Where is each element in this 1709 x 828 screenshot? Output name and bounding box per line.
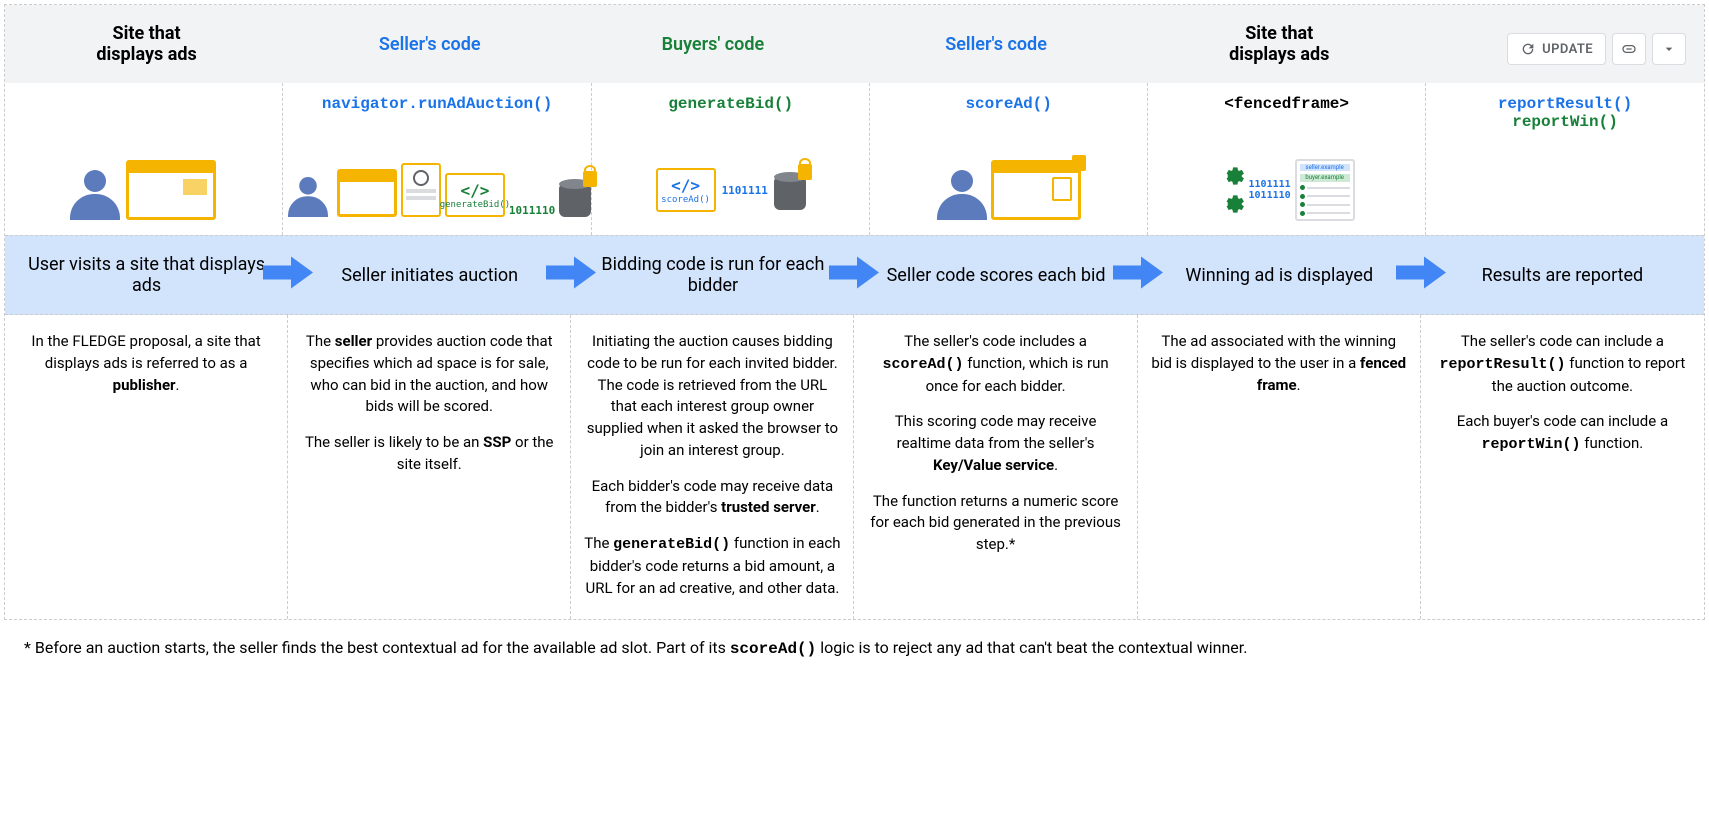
description-cell: The seller's code can include a reportRe… [1421, 315, 1704, 619]
header-row: Site that displays adsSeller's codeBuyer… [5, 5, 1704, 83]
flow-step: Results are reported [1421, 236, 1704, 314]
arrow-icon [829, 255, 879, 296]
description-cell: Initiating the auction causes bidding co… [571, 315, 854, 619]
code-icon-cell: scoreAd() [870, 83, 1148, 235]
chevron-down-icon [1661, 41, 1677, 57]
description-cell: The seller's code includes a scoreAd() f… [854, 315, 1137, 619]
link-button[interactable] [1612, 33, 1646, 65]
arrow-icon [263, 255, 313, 296]
column-header: Site that displays ads [1138, 5, 1421, 83]
flow-step: Bidding code is run for each bidder [571, 236, 854, 314]
arrow-icon [1113, 255, 1163, 296]
code-label: generateBid() [592, 83, 869, 145]
code-icon-row: navigator.runAdAuction() </>generateBid(… [5, 83, 1704, 235]
code-icon-cell: <fencedframe> 11011111011110 seller.exam… [1148, 83, 1426, 235]
illustration [870, 145, 1147, 235]
link-icon [1621, 41, 1637, 57]
top-controls: UPDATE [1507, 33, 1686, 65]
description-cell: The seller provides auction code that sp… [288, 315, 571, 619]
column-header: Buyers' code [571, 5, 854, 83]
code-icon-cell: navigator.runAdAuction() </>generateBid(… [283, 83, 592, 235]
illustration: </>scoreAd() 1101111 [592, 145, 869, 235]
code-label: scoreAd() [870, 83, 1147, 145]
code-label [5, 83, 282, 145]
column-header: Site that displays ads [5, 5, 288, 83]
flow-band: User visits a site that displays adsSell… [5, 235, 1704, 315]
flow-step: User visits a site that displays ads [5, 236, 288, 314]
refresh-icon [1520, 41, 1536, 57]
code-label: <fencedframe> [1148, 83, 1425, 145]
code-icon-cell [5, 83, 283, 235]
illustration: 11011111011110 seller.example buyer.exam… [1148, 145, 1425, 235]
flow-step: Winning ad is displayed [1138, 236, 1421, 314]
code-icon-cell: generateBid() </>scoreAd() 1101111 [592, 83, 870, 235]
arrow-icon [1396, 255, 1446, 296]
column-header: Seller's code [854, 5, 1137, 83]
update-button[interactable]: UPDATE [1507, 33, 1606, 65]
description-row: In the FLEDGE proposal, a site that disp… [5, 315, 1704, 619]
code-icon-cell: reportResult()reportWin() [1426, 83, 1704, 235]
flow-step: Seller initiates auction [288, 236, 571, 314]
diagram-container: UPDATE Site that displays adsSeller's co… [4, 4, 1705, 620]
dropdown-button[interactable] [1652, 33, 1686, 65]
illustration: </>generateBid() 1011110 [283, 145, 591, 235]
column-header: Seller's code [288, 5, 571, 83]
description-cell: In the FLEDGE proposal, a site that disp… [5, 315, 288, 619]
flow-step: Seller code scores each bid [854, 236, 1137, 314]
code-label: navigator.runAdAuction() [283, 83, 591, 145]
arrow-icon [546, 255, 596, 296]
illustration [5, 145, 282, 235]
update-label: UPDATE [1542, 42, 1593, 57]
illustration [1426, 145, 1704, 235]
description-cell: The ad associated with the winning bid i… [1138, 315, 1421, 619]
footnote: * Before an auction starts, the seller f… [0, 624, 1709, 666]
code-label: reportResult()reportWin() [1426, 83, 1704, 145]
